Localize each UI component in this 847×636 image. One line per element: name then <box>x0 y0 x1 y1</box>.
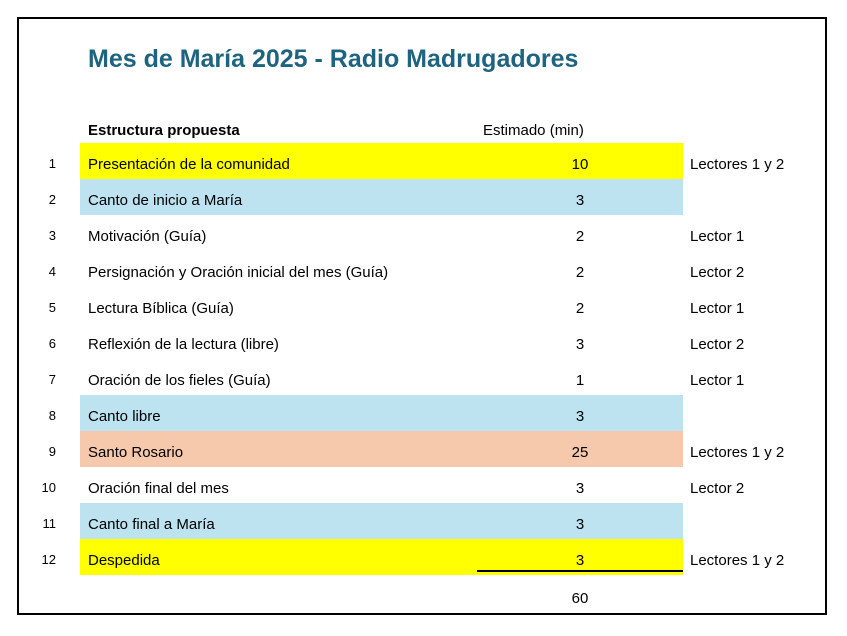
row-minutes: 1 <box>575 372 585 389</box>
row-highlight-band: Lectura Bíblica (Guía) 2 <box>80 287 683 323</box>
table-row: 2 Canto de inicio a María 3 <box>0 179 847 215</box>
table-row: 3 Motivación (Guía) 2 Lector 1 <box>0 215 847 251</box>
row-highlight-band: Santo Rosario 25 <box>80 431 683 467</box>
table-row: 6 Reflexión de la lectura (libre) 3 Lect… <box>0 323 847 359</box>
row-minutes: 25 <box>571 444 589 461</box>
row-minutes: 3 <box>575 408 585 425</box>
page-frame <box>17 17 827 615</box>
table-row: 10 Oración final del mes 3 Lector 2 <box>0 467 847 503</box>
row-highlight-band: Persignación y Oración inicial del mes (… <box>80 251 683 287</box>
row-number: 4 <box>48 264 56 279</box>
table-row: 8 Canto libre 3 <box>0 395 847 431</box>
table-row: 5 Lectura Bíblica (Guía) 2 Lector 1 <box>0 287 847 323</box>
sum-divider-line <box>477 570 683 572</box>
row-highlight-band: Canto libre 3 <box>80 395 683 431</box>
row-minutes: 3 <box>575 336 585 353</box>
table-row: 7 Oración de los fieles (Guía) 1 Lector … <box>0 359 847 395</box>
row-lector: Lector 2 <box>690 480 745 497</box>
row-minutes: 3 <box>575 192 585 209</box>
row-lector: Lector 1 <box>690 300 745 317</box>
row-number: 1 <box>48 156 56 171</box>
row-item-label: Canto de inicio a María <box>88 192 243 209</box>
row-number: 7 <box>48 372 56 387</box>
row-item-label: Canto final a María <box>88 516 215 533</box>
row-lector: Lector 2 <box>690 336 745 353</box>
row-minutes: 10 <box>571 156 589 173</box>
row-lector: Lector 2 <box>690 264 745 281</box>
row-item-label: Canto libre <box>88 408 161 425</box>
row-minutes: 2 <box>575 264 585 281</box>
row-number: 8 <box>48 408 56 423</box>
row-item-label: Reflexión de la lectura (libre) <box>88 336 279 353</box>
row-number: 12 <box>41 552 56 567</box>
table-row: 12 Despedida 3 Lectores 1 y 2 <box>0 539 847 575</box>
row-item-label: Persignación y Oración inicial del mes (… <box>88 264 389 281</box>
row-highlight-band: Oración final del mes 3 <box>80 467 683 503</box>
row-item-label: Oración de los fieles (Guía) <box>88 372 271 389</box>
row-item-label: Santo Rosario <box>88 444 184 461</box>
row-lector: Lectores 1 y 2 <box>690 552 785 569</box>
table-row: 9 Santo Rosario 25 Lectores 1 y 2 <box>0 431 847 467</box>
row-item-label: Despedida <box>88 552 160 569</box>
page-title: Mes de María 2025 - Radio Madrugadores <box>88 45 579 73</box>
row-highlight-band: Presentación de la comunidad 10 <box>80 143 683 179</box>
table-row: 11 Canto final a María 3 <box>0 503 847 539</box>
row-number: 6 <box>48 336 56 351</box>
column-header-estructura: Estructura propuesta <box>88 122 240 139</box>
row-highlight-band: Oración de los fieles (Guía) 1 <box>80 359 683 395</box>
table-row: 4 Persignación y Oración inicial del mes… <box>0 251 847 287</box>
row-highlight-band: Canto final a María 3 <box>80 503 683 539</box>
row-minutes: 3 <box>575 480 585 497</box>
row-highlight-band: Canto de inicio a María 3 <box>80 179 683 215</box>
row-minutes: 3 <box>575 516 585 533</box>
column-header-estimado: Estimado (min) <box>483 122 584 139</box>
row-lector: Lectores 1 y 2 <box>690 444 785 461</box>
table-row: 1 Presentación de la comunidad 10 Lector… <box>0 143 847 179</box>
row-highlight-band: Motivación (Guía) 2 <box>80 215 683 251</box>
schedule-table: 1 Presentación de la comunidad 10 Lector… <box>0 143 847 575</box>
row-number: 2 <box>48 192 56 207</box>
row-number: 9 <box>48 444 56 459</box>
row-minutes: 3 <box>575 552 585 569</box>
row-item-label: Motivación (Guía) <box>88 228 207 245</box>
row-item-label: Presentación de la comunidad <box>88 156 290 173</box>
row-lector: Lector 1 <box>690 228 745 245</box>
total-minutes: 60 <box>571 590 589 607</box>
row-item-label: Oración final del mes <box>88 480 229 497</box>
row-number: 3 <box>48 228 56 243</box>
row-minutes: 2 <box>575 228 585 245</box>
row-highlight-band: Despedida 3 <box>80 539 683 575</box>
row-number: 5 <box>48 300 56 315</box>
row-lector: Lectores 1 y 2 <box>690 156 785 173</box>
row-number: 11 <box>42 516 57 531</box>
row-minutes: 2 <box>575 300 585 317</box>
row-number: 10 <box>41 480 56 495</box>
row-highlight-band: Reflexión de la lectura (libre) 3 <box>80 323 683 359</box>
row-item-label: Lectura Bíblica (Guía) <box>88 300 234 317</box>
row-lector: Lector 1 <box>690 372 745 389</box>
